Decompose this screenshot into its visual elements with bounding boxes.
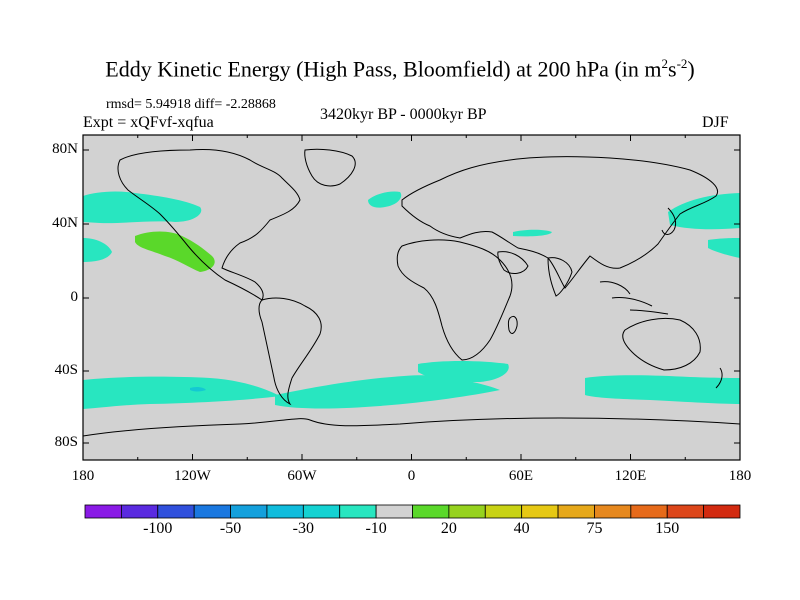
colorbar-label: -100 <box>143 520 173 537</box>
negative-anomaly-nwpacific-2 <box>708 238 740 258</box>
anomaly-regions <box>83 191 740 409</box>
colorbar-swatch <box>84 504 122 519</box>
lat-label: 0 <box>70 289 79 305</box>
colorbar-swatch <box>521 504 559 519</box>
colorbar-swatch <box>375 504 413 519</box>
colorbar-swatch <box>703 504 741 519</box>
lat-label: 40N <box>52 215 78 231</box>
colorbar-swatch <box>266 504 304 519</box>
lat-label: 80N <box>52 141 78 157</box>
negative-anomaly-eastpac <box>83 238 112 262</box>
colorbar-swatch <box>193 504 231 519</box>
colorbar-label: 20 <box>440 520 457 537</box>
colorbar-swatch <box>448 504 486 519</box>
colorbar-label: -10 <box>365 520 387 537</box>
lon-label: 180 <box>728 468 752 484</box>
colorbar-label: 150 <box>655 520 680 537</box>
lat-label: 80S <box>54 434 78 450</box>
negative-anomaly-south-indian-2 <box>585 375 740 404</box>
negative-anomaly-south-pacific <box>83 376 280 409</box>
colorbar-label: -50 <box>219 520 242 537</box>
colorbar-label: 75 <box>586 520 603 537</box>
map-background <box>83 135 740 460</box>
colorbar-swatch <box>594 504 632 519</box>
negative-anomaly-npacific <box>83 191 202 224</box>
coastlines <box>82 148 741 437</box>
negative-anomaly-south-indian <box>418 361 509 382</box>
lon-label: 60E <box>508 468 534 484</box>
colorbar-swatch <box>630 504 668 519</box>
negative-anomaly-deep <box>190 386 206 392</box>
lon-label: 120W <box>174 468 211 484</box>
negative-anomaly-mideast <box>513 229 552 237</box>
lon-label: 120E <box>614 468 647 484</box>
lon-label: 180 <box>71 468 95 484</box>
negative-anomaly-south-atlantic <box>275 375 500 409</box>
stats-text: rmsd= 5.94918 diff= -2.28868 <box>106 97 276 112</box>
colorbar-swatch <box>120 504 159 519</box>
colorbar-swatch <box>302 504 341 519</box>
lon-label: 0 <box>407 468 416 484</box>
negative-anomaly-natlantic <box>368 191 402 208</box>
lon-label: 60W <box>287 468 317 484</box>
colorbar-swatch <box>666 504 705 519</box>
colorbar <box>84 504 741 519</box>
season-label: DJF <box>702 114 729 131</box>
colorbar-label: -30 <box>292 520 314 537</box>
positive-anomaly-pacific <box>135 231 215 272</box>
negative-anomaly-nwpacific <box>668 193 740 230</box>
period-label: 3420kyr BP - 0000kyr BP <box>320 106 487 123</box>
colorbar-swatch <box>412 504 450 519</box>
colorbar-swatch <box>339 504 377 519</box>
figure-title: Eddy Kinetic Energy (High Pass, Bloomfie… <box>105 56 695 82</box>
colorbar-swatch <box>484 504 523 519</box>
lat-label: 40S <box>54 362 78 378</box>
expt-label: Expt = xQFvf-xqfua <box>83 114 214 131</box>
colorbar-swatch <box>157 504 195 519</box>
colorbar-label: 40 <box>513 520 530 537</box>
colorbar-swatch <box>557 504 595 519</box>
colorbar-swatch <box>230 504 268 519</box>
axis-ticks <box>82 135 741 460</box>
